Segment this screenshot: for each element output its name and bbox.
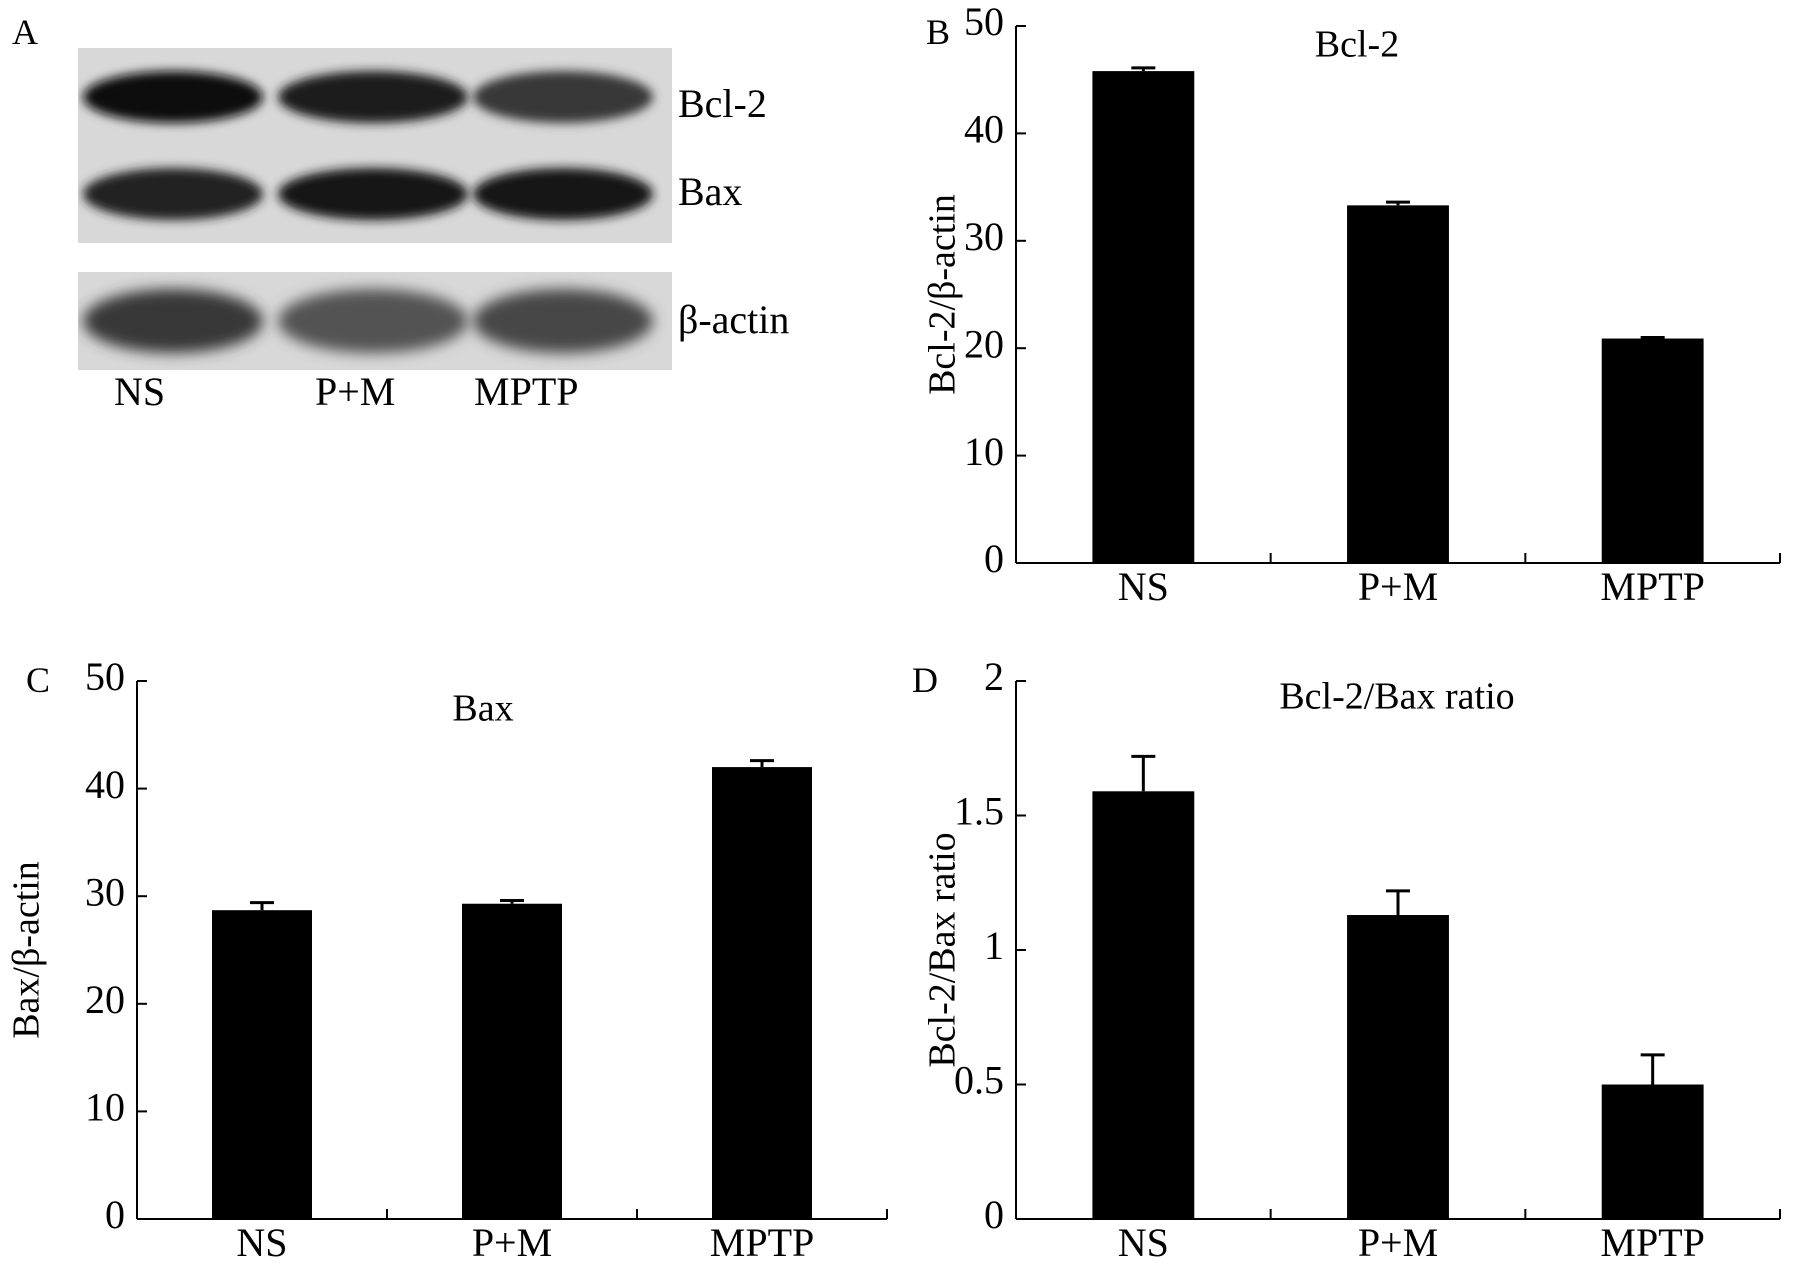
blot-band-1	[83, 71, 263, 123]
y-tick-label: 0.5	[954, 1058, 1004, 1103]
blot-image-bcl2	[78, 48, 672, 146]
y-axis-label: Bcl-2/Bax ratio	[922, 832, 964, 1067]
x-tick-label: P+M	[1358, 1220, 1438, 1265]
blot-band-2	[278, 289, 468, 353]
panel-letter-d: D	[912, 660, 938, 700]
bar-pm	[462, 903, 562, 1219]
bar-mptp	[1601, 338, 1704, 563]
bar-ns	[212, 910, 312, 1219]
bar-ns	[1092, 71, 1195, 563]
blot-label-bcl2: Bcl-2	[678, 81, 767, 126]
chart-title: Bax	[452, 688, 513, 730]
y-tick-label: 40	[85, 762, 125, 807]
blot-image-beta-actin	[78, 272, 672, 370]
panel-letter-a: A	[12, 12, 38, 52]
y-tick-label: 30	[964, 214, 1004, 259]
x-tick-label: P+M	[472, 1220, 552, 1265]
y-tick-label: 0	[984, 536, 1004, 581]
y-axis-label: Bcl-2/β-actin	[922, 194, 964, 395]
chart-title: Bcl-2/Bax ratio	[1279, 676, 1514, 718]
blot-band-2	[278, 168, 468, 220]
y-tick-label: 30	[85, 869, 125, 914]
x-tick-label: MPTP	[1600, 1220, 1705, 1265]
lane-label-pm: P+M	[315, 369, 396, 414]
blot-band-1	[83, 289, 263, 353]
blot-strip-bax	[78, 145, 672, 243]
panel-letter-b: B	[926, 12, 951, 52]
y-tick-label: 2	[984, 654, 1004, 699]
blot-strip-beta-actin	[78, 272, 672, 370]
x-tick-label: NS	[1118, 1220, 1169, 1265]
bar-ns	[1092, 791, 1195, 1219]
bar-pm	[1347, 205, 1449, 563]
y-tick-label: 10	[85, 1085, 125, 1130]
x-tick-label: MPTP	[710, 1220, 815, 1265]
blot-band-3	[473, 289, 653, 353]
y-tick-label: 10	[964, 429, 1004, 474]
blot-label-bax: Bax	[678, 169, 743, 214]
blot-band-3	[473, 168, 653, 220]
bar-pm	[1347, 915, 1449, 1219]
y-tick-label: 20	[85, 977, 125, 1022]
lane-label-ns: NS	[114, 369, 166, 414]
y-tick-label: 20	[964, 321, 1004, 366]
y-tick-label: 0	[105, 1192, 125, 1237]
y-tick-label: 40	[964, 107, 1004, 152]
y-tick-label: 1	[984, 923, 1004, 968]
x-tick-label: MPTP	[1600, 564, 1705, 609]
panel-letter-c: C	[26, 660, 51, 700]
y-tick-label: 1.5	[954, 789, 1004, 834]
blot-image-bax	[78, 145, 672, 243]
lane-label-mptp: MPTP	[474, 369, 579, 414]
x-tick-label: NS	[1118, 564, 1169, 609]
blot-strip-bcl2	[78, 48, 672, 146]
chart-title: Bcl-2	[1315, 24, 1399, 66]
bar-mptp	[712, 767, 812, 1219]
y-tick-label: 50	[964, 0, 1004, 44]
x-tick-label: P+M	[1358, 564, 1438, 609]
bar-mptp	[1601, 1084, 1704, 1219]
y-axis-label: Bax/β-actin	[6, 861, 48, 1039]
blot-band-2	[278, 71, 468, 123]
blot-band-3	[473, 71, 653, 123]
y-tick-label: 50	[85, 654, 125, 699]
y-tick-label: 0	[984, 1192, 1004, 1237]
x-tick-label: NS	[236, 1220, 287, 1265]
blot-band-1	[83, 168, 263, 220]
blot-label-beta-actin: β-actin	[678, 297, 790, 342]
